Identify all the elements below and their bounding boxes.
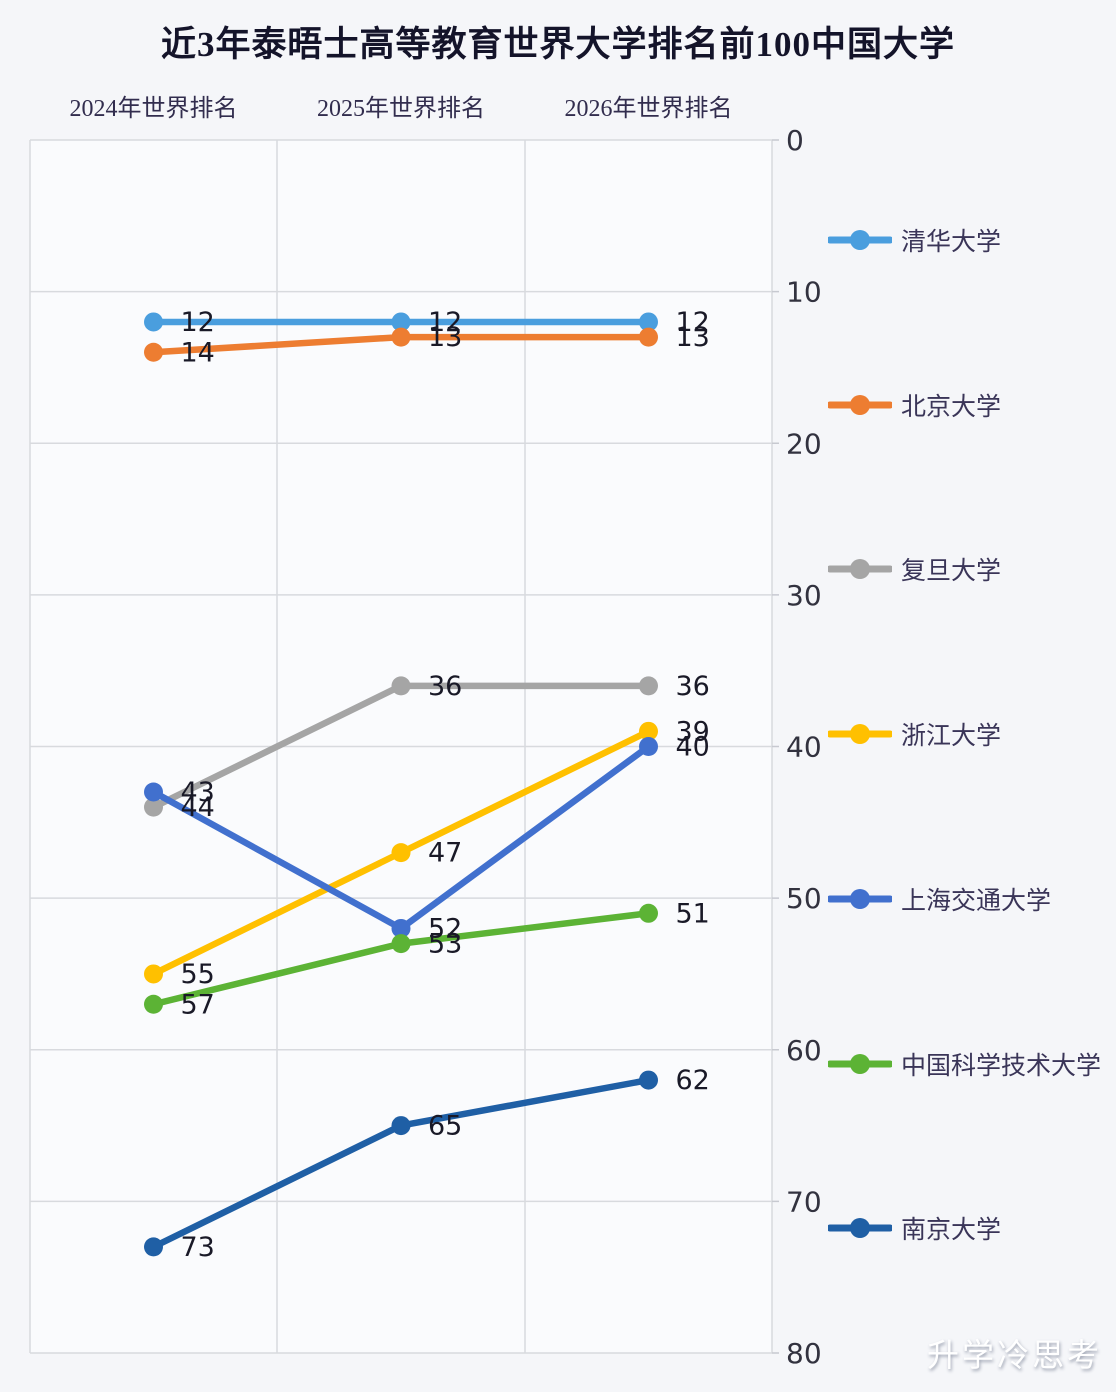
series-point xyxy=(639,312,658,332)
data-label: 36 xyxy=(428,671,462,702)
chart-title: 近3年泰晤士高等教育世界大学排名前100中国大学 xyxy=(160,25,955,64)
y-axis-label: 20 xyxy=(786,427,822,460)
data-label: 39 xyxy=(676,716,710,747)
legend-item: 上海交通大学 xyxy=(828,884,1052,915)
legend-item: 复旦大学 xyxy=(828,554,1002,586)
y-axis-label: 60 xyxy=(786,1034,822,1067)
series-point xyxy=(144,312,163,332)
data-label: 52 xyxy=(428,913,462,944)
legend-marker-icon xyxy=(828,394,892,415)
series-point xyxy=(639,737,658,756)
series-point xyxy=(639,721,658,741)
series-point xyxy=(391,843,411,863)
legend-item: 浙江大学 xyxy=(828,719,1002,751)
y-axis-label: 50 xyxy=(786,882,822,915)
legend-item: 清华大学 xyxy=(828,225,1002,256)
data-label: 36 xyxy=(676,671,710,702)
legend-label: 中国科学技术大学 xyxy=(901,1052,1102,1080)
data-label: 51 xyxy=(676,898,710,929)
series-point xyxy=(144,994,163,1014)
legend-label: 上海交通大学 xyxy=(901,887,1052,915)
data-label: 13 xyxy=(676,322,710,353)
series-point xyxy=(144,342,163,362)
legend-item: 北京大学 xyxy=(828,390,1002,421)
data-label: 57 xyxy=(181,989,215,1020)
legend-item: 中国科学技术大学 xyxy=(828,1049,1102,1080)
series-point xyxy=(639,1070,658,1090)
legend-marker-icon xyxy=(828,230,892,250)
data-label: 13 xyxy=(428,322,462,353)
legend-label: 南京大学 xyxy=(901,1217,1002,1245)
data-label: 14 xyxy=(181,337,215,368)
y-axis-label: 80 xyxy=(786,1337,822,1370)
data-label: 12 xyxy=(428,307,462,338)
legend-label: 北京大学 xyxy=(901,393,1002,421)
data-label: 55 xyxy=(181,959,215,990)
x-axis-header: 2026年世界排名 xyxy=(564,96,733,122)
series-point xyxy=(144,797,163,817)
data-label: 65 xyxy=(428,1111,462,1142)
data-label: 40 xyxy=(676,732,710,763)
watermark: 升学冷思考 xyxy=(926,1337,1102,1373)
legend-marker-icon xyxy=(828,1218,892,1239)
series-point xyxy=(391,934,411,954)
series-point xyxy=(391,312,411,332)
legend-label: 复旦大学 xyxy=(901,558,1002,586)
legend-marker-icon xyxy=(828,724,892,745)
x-axis-header: 2025年世界排名 xyxy=(317,96,485,122)
y-axis-label: 0 xyxy=(786,124,804,157)
legend-label: 浙江大学 xyxy=(901,723,1002,751)
series-point xyxy=(144,782,163,802)
data-label: 12 xyxy=(181,307,215,338)
data-label: 43 xyxy=(181,777,215,808)
y-axis-label: 70 xyxy=(786,1185,822,1218)
legend-marker-icon xyxy=(828,1053,892,1074)
data-label: 47 xyxy=(428,838,462,869)
series-point xyxy=(144,964,163,984)
data-label: 62 xyxy=(676,1065,710,1096)
data-label: 73 xyxy=(181,1232,215,1263)
series-point xyxy=(639,327,658,347)
y-axis-label: 30 xyxy=(786,579,822,612)
data-label: 12 xyxy=(676,307,710,338)
legend-item: 南京大学 xyxy=(828,1213,1002,1245)
data-label: 53 xyxy=(428,929,462,960)
legend-marker-icon xyxy=(828,559,892,580)
series-point xyxy=(144,1237,163,1257)
y-axis-label: 10 xyxy=(786,276,822,309)
series-point xyxy=(391,676,411,696)
series-point xyxy=(391,327,411,347)
y-axis-label: 40 xyxy=(786,731,822,764)
legend-label: 清华大学 xyxy=(901,229,1002,256)
x-axis-header: 2024年世界排名 xyxy=(69,96,238,122)
series-point xyxy=(639,903,658,923)
data-label: 44 xyxy=(181,792,215,823)
series-point xyxy=(391,1116,411,1136)
series-point xyxy=(391,918,411,938)
series-point xyxy=(639,676,658,696)
legend-marker-icon xyxy=(828,888,892,909)
